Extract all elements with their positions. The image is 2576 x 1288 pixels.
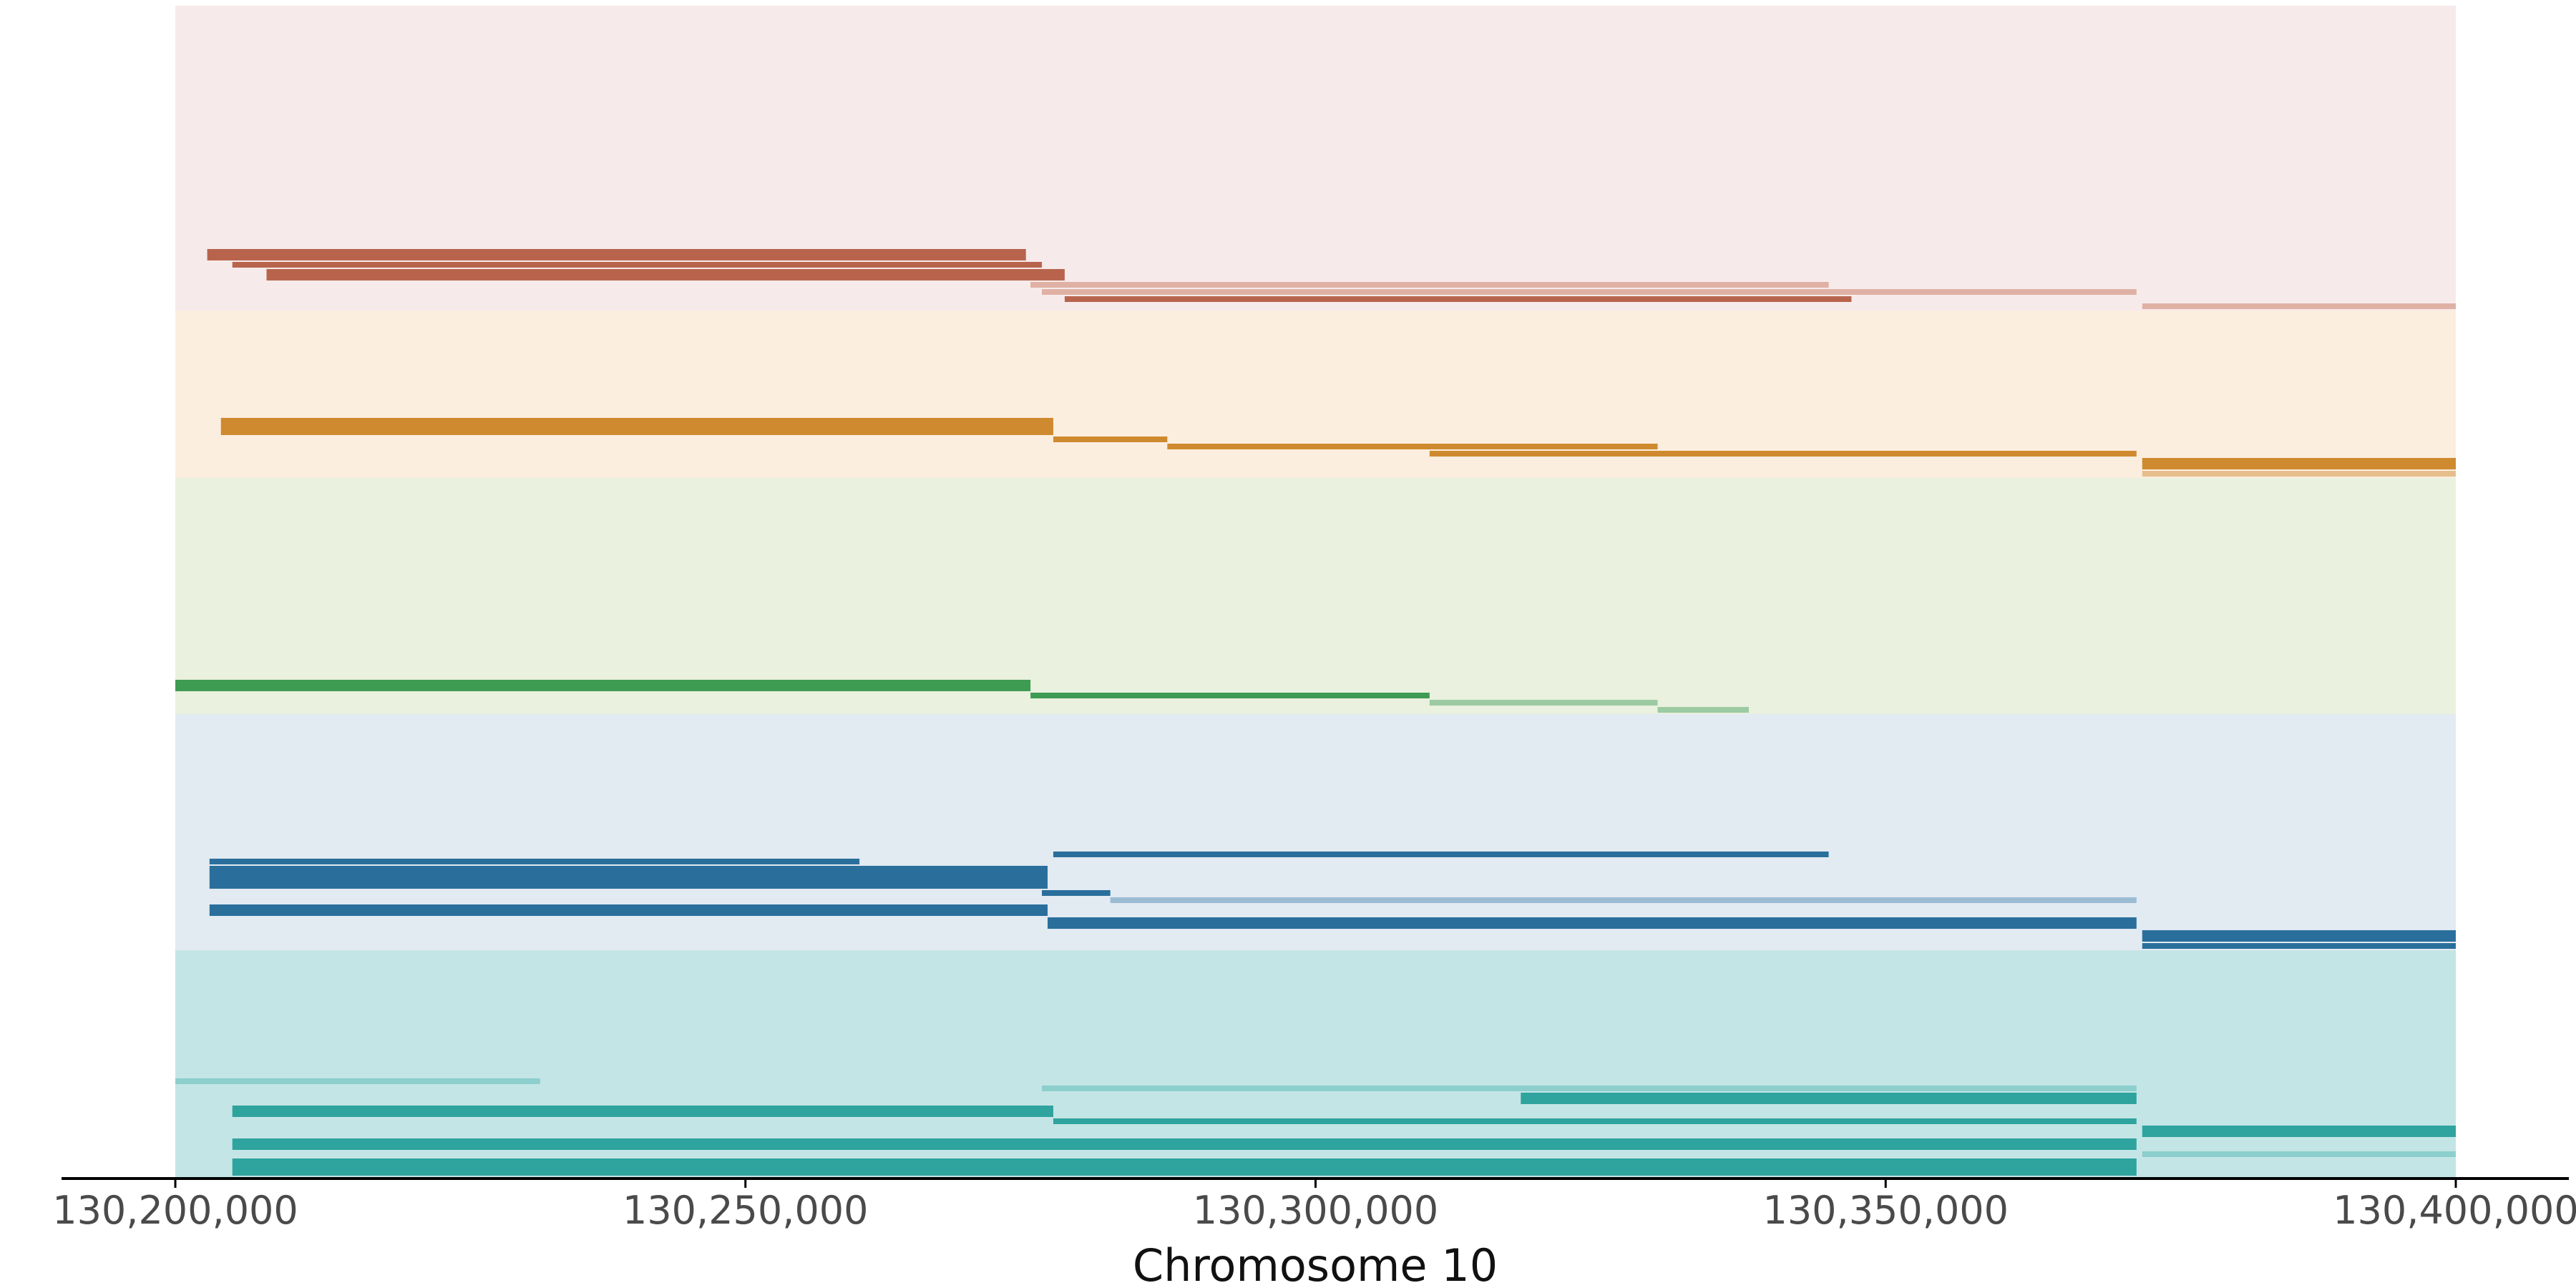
segment-band-5-3 <box>1521 1093 2137 1104</box>
segment-band-4-1 <box>1053 852 1829 857</box>
segment-band-5-4 <box>232 1106 1053 1117</box>
x-axis-title: Chromosome 10 <box>1133 1239 1498 1288</box>
segment-band-1-2 <box>232 262 1043 268</box>
segment-band-5-1 <box>175 1078 540 1084</box>
segment-band-2-3 <box>1167 444 1658 449</box>
segment-band-1-6 <box>1064 296 1852 302</box>
segment-band-1-3 <box>266 269 1065 280</box>
segment-band-4-8 <box>2142 930 2456 942</box>
track-band-3 <box>175 478 2456 714</box>
segment-band-5-2 <box>1042 1085 2137 1091</box>
segment-band-5-6 <box>2142 1126 2456 1137</box>
segment-band-5-9 <box>232 1158 2137 1176</box>
segment-band-1-5 <box>1042 289 2137 295</box>
segment-band-3-4 <box>1657 707 1750 713</box>
segment-band-2-4 <box>1429 451 2137 457</box>
segment-band-3-3 <box>1429 700 1658 706</box>
segment-band-5-8 <box>2142 1151 2456 1157</box>
segment-band-1-7 <box>2142 303 2456 309</box>
x-tick-label: 130,350,000 <box>1762 1188 2009 1233</box>
segment-band-4-2 <box>209 859 860 864</box>
segment-band-4-3 <box>209 866 1048 889</box>
segment-band-5-5 <box>1053 1118 2137 1124</box>
segment-band-3-2 <box>1030 693 1430 698</box>
segment-band-1-4 <box>1030 282 1829 288</box>
segment-band-3-1 <box>175 680 1031 691</box>
x-axis-ticks: 130,200,000 130,250,000 130,300,000 130,350… <box>52 1179 2576 1233</box>
segment-band-4-9 <box>2142 943 2456 949</box>
segment-band-4-5 <box>1110 897 2137 903</box>
x-tick-label: 130,400,000 <box>2333 1188 2576 1233</box>
x-tick-label: 130,250,000 <box>623 1188 869 1233</box>
track-band-2 <box>175 311 2456 478</box>
track-bands <box>175 6 2456 1177</box>
segment-band-1-1 <box>207 249 1026 260</box>
segment-band-4-4 <box>1042 890 1111 896</box>
segment-band-2-2 <box>1053 436 1168 442</box>
segment-band-2-1 <box>220 418 1053 435</box>
track-segments <box>175 249 2456 1176</box>
segment-band-2-5 <box>2142 458 2456 469</box>
x-tick-label: 130,300,000 <box>1193 1188 1439 1233</box>
segment-band-4-6 <box>209 904 1048 916</box>
x-tick-label: 130,200,000 <box>52 1188 298 1233</box>
segment-band-2-6 <box>2142 471 2456 477</box>
segment-band-4-7 <box>1048 917 2137 929</box>
segment-band-5-7 <box>232 1138 2137 1150</box>
